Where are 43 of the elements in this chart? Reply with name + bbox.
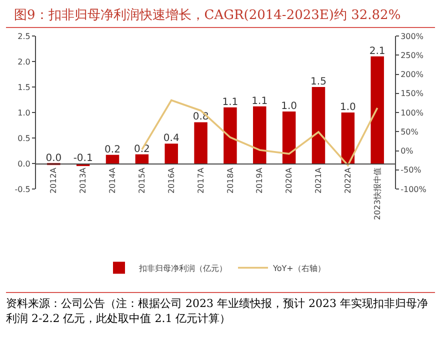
y2-tick-label: -100% [400, 184, 427, 194]
y2-tick-label: 150% [400, 89, 424, 98]
legend-label: YoY+（右轴） [272, 264, 326, 273]
y-tick-label: -0.5 [14, 184, 30, 194]
y-tick-label: 1.0 [18, 108, 30, 118]
y-tick-label: 1.5 [18, 82, 30, 92]
y2-tick-label: 50% [400, 127, 419, 136]
data-label: 1.0 [281, 100, 298, 112]
y-tick-label: 0.5 [18, 134, 30, 143]
x-tick-label: 2018A [226, 167, 235, 194]
data-label: 1.0 [340, 102, 356, 113]
data-label: 1.1 [222, 96, 238, 108]
x-tick-label: 2015A [138, 167, 147, 194]
x-tick-label: 2016A [166, 167, 176, 194]
x-tick-label: 2023快报中值 [372, 168, 382, 220]
text: 资料来源：公司公告（注：根据公司 2023 年业绩快报，预计 2023 年实现扣非归母净利润 2-2.2 亿元，此处取中值 2.1 亿元计算） [6, 292, 435, 326]
data-label: 0.2 [134, 144, 150, 155]
data-label: -0.1 [73, 153, 93, 164]
chart-title: 图9：扣非归母净利润快速增长，CAGR(2014-2023E)约 32.82% [6, 0, 435, 28]
data-label: 2.1 [369, 46, 386, 57]
x-tick-label: 2021A [314, 167, 324, 194]
y-tick-label: 0.0 [18, 159, 30, 168]
x-tick-label: 2014A [108, 167, 118, 194]
legend-label: 扣非归母净利润（亿元） [138, 264, 227, 273]
data-label: 0.4 [163, 133, 180, 144]
y2-tick-label: 300% [400, 32, 424, 41]
y-tick-label: 2.5 [18, 32, 30, 41]
y2-tick-label: 200% [400, 70, 424, 80]
x-tick-label: 2017A [196, 167, 206, 194]
data-label: 1.1 [252, 96, 268, 107]
y2-tick-label: 250% [400, 50, 424, 60]
y-tick-label: 2.0 [18, 57, 30, 66]
x-tick-label: 2019A [255, 167, 264, 194]
data-label: 0.2 [104, 144, 120, 156]
y2-tick-label: -50% [400, 166, 422, 175]
x-tick-label: 2013A [78, 167, 88, 194]
x-tick-label: 2022A [344, 167, 353, 194]
y2-tick-label: 100% [400, 108, 424, 118]
x-tick-label: 2020A [284, 167, 294, 194]
x-tick-label: 2012A [49, 167, 58, 194]
y2-tick-label: 0% [400, 146, 414, 156]
data-label: 0.0 [46, 153, 62, 164]
data-label: 1.5 [310, 76, 326, 88]
